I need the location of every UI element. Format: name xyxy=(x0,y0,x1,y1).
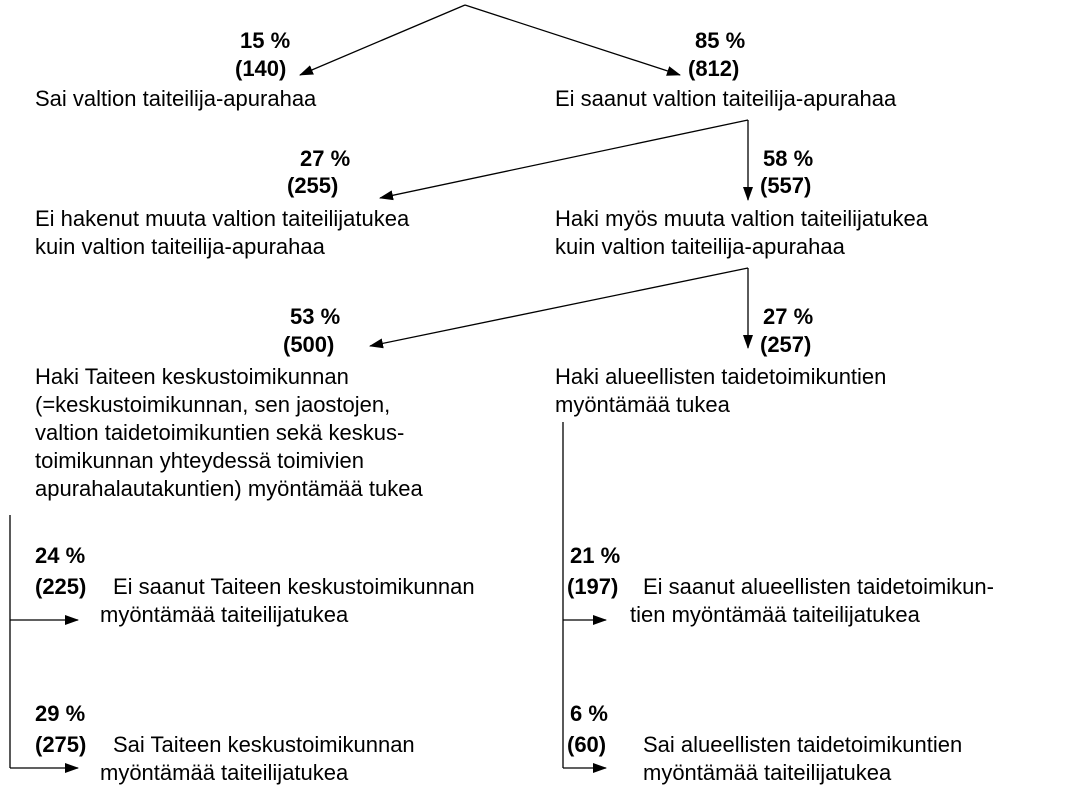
node-label: tien myöntämää taiteilijatukea xyxy=(630,602,921,627)
node-count: (257) xyxy=(760,332,811,357)
node-percent: 6 % xyxy=(570,701,608,726)
node-label: myöntämää taiteilijatukea xyxy=(643,760,892,785)
node-label: Sai Taiteen keskustoimikunnan xyxy=(113,732,415,757)
node-percent: 58 % xyxy=(763,146,813,171)
node-label: Haki Taiteen keskustoimikunnan xyxy=(35,364,349,389)
node-count: (557) xyxy=(760,173,811,198)
node-label: myöntämää taiteilijatukea xyxy=(100,602,349,627)
node-label: Sai valtion taiteilija-apurahaa xyxy=(35,86,317,111)
node-label: valtion taidetoimikuntien sekä keskus- xyxy=(35,420,404,445)
node-label: Sai alueellisten taidetoimikuntien xyxy=(643,732,962,757)
node-count: (140) xyxy=(235,56,286,81)
node-percent: 15 % xyxy=(240,28,290,53)
arrow xyxy=(464,4,681,76)
node-label: apurahalautakuntien) myöntämää tukea xyxy=(35,476,423,501)
node-count: (60) xyxy=(567,732,606,757)
arrow xyxy=(379,119,749,201)
node-percent: 27 % xyxy=(300,146,350,171)
node-count: (197) xyxy=(567,574,618,599)
node-label: Ei saanut alueellisten taidetoimikun- xyxy=(643,574,994,599)
arrow xyxy=(369,267,749,349)
node-percent: 21 % xyxy=(570,543,620,568)
node-count: (812) xyxy=(688,56,739,81)
node-label: kuin valtion taiteilija-apurahaa xyxy=(555,234,846,259)
node-label: (=keskustoimikunnan, sen jaostojen, xyxy=(35,392,390,417)
node-percent: 24 % xyxy=(35,543,85,568)
arrow xyxy=(299,4,466,76)
node-count: (255) xyxy=(287,173,338,198)
node-percent: 29 % xyxy=(35,701,85,726)
node-label: kuin valtion taiteilija-apurahaa xyxy=(35,234,326,259)
node-percent: 53 % xyxy=(290,304,340,329)
node-label: Haki alueellisten taidetoimikuntien xyxy=(555,364,886,389)
node-count: (275) xyxy=(35,732,86,757)
node-label: myöntämää taiteilijatukea xyxy=(100,760,349,785)
node-label: Ei saanut Taiteen keskustoimikunnan xyxy=(113,574,475,599)
node-percent: 85 % xyxy=(695,28,745,53)
node-label: myöntämää tukea xyxy=(555,392,731,417)
node-label: Haki myös muuta valtion taiteilijatukea xyxy=(555,206,929,231)
node-label: Ei hakenut muuta valtion taiteilijatukea xyxy=(35,206,410,231)
connectors xyxy=(9,4,753,773)
node-count: (500) xyxy=(283,332,334,357)
node-percent: 27 % xyxy=(763,304,813,329)
node-label: Ei saanut valtion taiteilija-apurahaa xyxy=(555,86,897,111)
node-count: (225) xyxy=(35,574,86,599)
node-label: toimikunnan yhteydessä toimivien xyxy=(35,448,364,473)
